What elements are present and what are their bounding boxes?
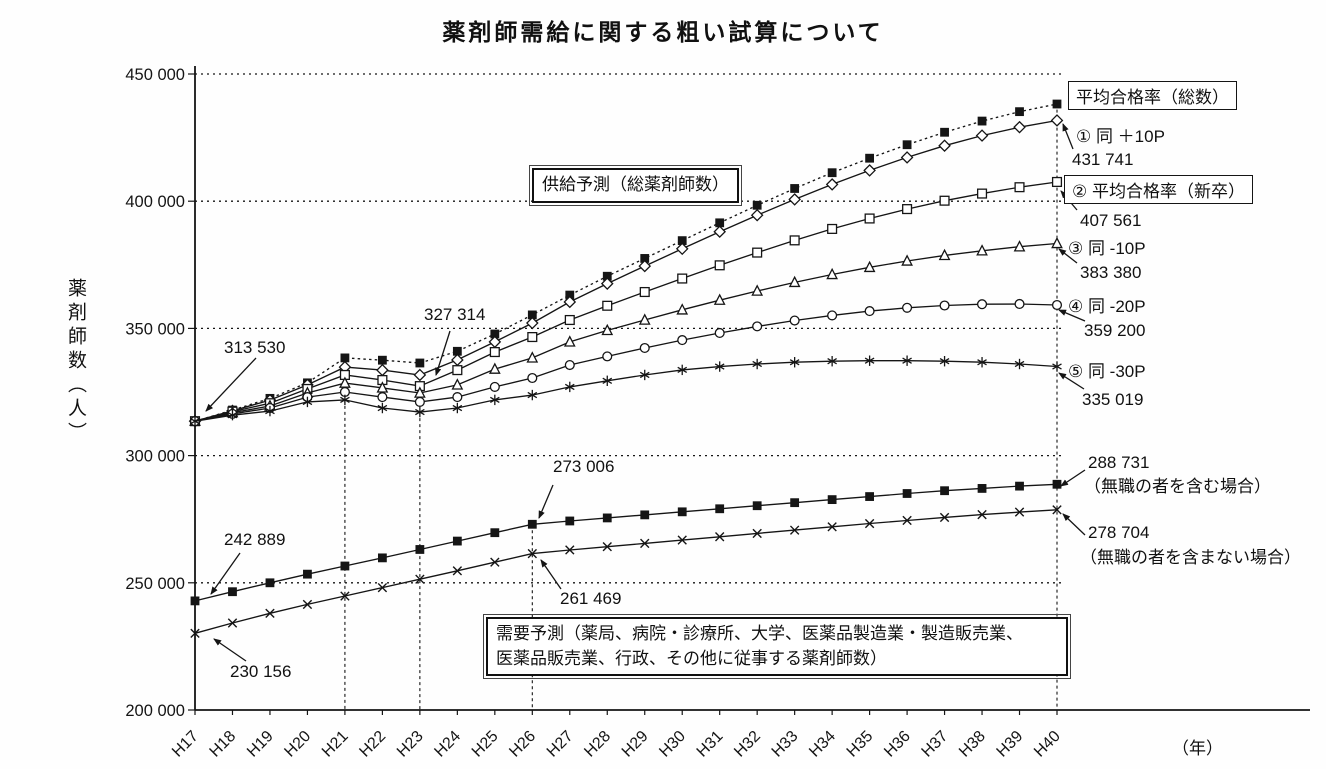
page-title: 薬剤師需給に関する粗い試算について (442, 19, 884, 45)
legend-entry-1-value: 431 741 (1072, 150, 1134, 169)
x-tick-label: H27 (544, 728, 577, 761)
series-demand_incl (190, 479, 1062, 606)
legend-entry-5-value: 335 019 (1082, 390, 1144, 409)
y-tick-label: 300 000 (125, 448, 185, 466)
legend-entry-2-value: 407 561 (1080, 211, 1142, 230)
x-axis-ticks: H17 H18 H19 H20 H21 H22 H23 H24 H25 H26 H27 H28 H29 H… (169, 710, 1064, 761)
x-tick-label: H35 (844, 728, 877, 761)
y-axis-title: 薬剤師数（人） (65, 278, 86, 446)
y-tick-label: 350 000 (125, 320, 185, 338)
x-tick-label: H18 (207, 728, 240, 761)
supply-forecast-box: 供給予測（総薬剤師数） (529, 165, 742, 206)
x-tick-label: H31 (694, 728, 727, 761)
demand-excl-end-caption: （無職の者を含まない場合） (1080, 548, 1301, 567)
series-supply_minus10 (189, 236, 1063, 426)
y-tick-label: 250 000 (125, 575, 185, 593)
demand-forecast-line1: 需要予測（薬局、病院・診療所、大学、医薬品製造業・製造販売業、 (496, 624, 1023, 643)
annotation-demand-incl-start: 242 889 (224, 530, 286, 549)
y-tick-label: 200 000 (125, 702, 185, 720)
series-demand_excl (190, 505, 1062, 638)
series-supply_minus20 (189, 298, 1063, 427)
x-tick-label: H22 (356, 728, 389, 761)
x-tick-label: H23 (394, 728, 427, 761)
x-tick-label: H30 (656, 728, 689, 761)
legend-entry-4-label: ④ 同 -20P (1068, 297, 1146, 316)
x-tick-label: H29 (619, 728, 652, 761)
series-supply_total (190, 99, 1062, 426)
annotation-arrows (205, 123, 1086, 662)
legend-entry-5-label: ⑤ 同 -30P (1068, 362, 1146, 381)
x-tick-label: H21 (319, 728, 352, 761)
axes (194, 66, 1310, 711)
x-tick-label: H19 (244, 728, 277, 761)
y-tick-label: 400 000 (125, 193, 185, 211)
demand-forecast-box: 需要予測（薬局、病院・診療所、大学、医薬品製造業・製造販売業、 医薬品販売業、行… (483, 613, 1071, 680)
legend-entry-1-label: ① 同 ＋10P (1076, 127, 1165, 146)
x-tick-label: H39 (994, 728, 1027, 761)
x-axis-unit: （年） (1172, 739, 1223, 758)
annotation-demand-excl-start: 230 156 (230, 662, 292, 681)
y-axis-ticks: 450 000 400 000 350 000 300 000 250 000 200 0… (125, 66, 195, 720)
demand-incl-end-caption: （無職の者を含む場合） (1084, 477, 1271, 496)
legend-entry-4-value: 359 200 (1084, 321, 1146, 340)
annotation-demand-incl-mid: 273 006 (553, 457, 615, 476)
series-supply_minus30 (190, 355, 1062, 427)
demand-excl-end-value: 278 704 (1088, 523, 1150, 542)
y-tick-label: 450 000 (125, 66, 185, 84)
x-tick-label: H37 (919, 728, 952, 761)
x-tick-label: H24 (431, 728, 464, 761)
demand-forecast-line2: 医薬品販売業、行政、その他に従事する薬剤師数） (496, 648, 887, 668)
series-supply_shinsotsu (189, 176, 1063, 427)
x-tick-label: H28 (581, 728, 614, 761)
legend-entry-2-label: ② 平均合格率（新卒） (1064, 175, 1253, 204)
series-supply_plus10 (188, 114, 1064, 428)
x-tick-label: H33 (769, 728, 802, 761)
legend-total-box: 平均合格率（総数） (1068, 81, 1237, 110)
x-tick-label: H34 (806, 728, 839, 761)
x-tick-label: H36 (881, 728, 914, 761)
x-tick-label: H32 (731, 728, 764, 761)
legend-entry-3-label: ③ 同 -10P (1068, 239, 1146, 258)
legend-entry-3-value: 383 380 (1080, 263, 1142, 282)
x-tick-label: H17 (169, 728, 202, 761)
x-tick-label: H38 (956, 728, 989, 761)
x-tick-label: H40 (1031, 728, 1064, 761)
x-tick-label: H20 (281, 728, 314, 761)
demand-incl-end-value: 288 731 (1088, 453, 1150, 472)
annotation-supply-dip: 327 314 (424, 305, 486, 324)
annotation-demand-excl-mid: 261 469 (560, 589, 622, 608)
x-tick-label: H26 (506, 728, 539, 761)
annotation-supply-start: 313 530 (224, 338, 286, 357)
x-tick-label: H25 (469, 728, 502, 761)
